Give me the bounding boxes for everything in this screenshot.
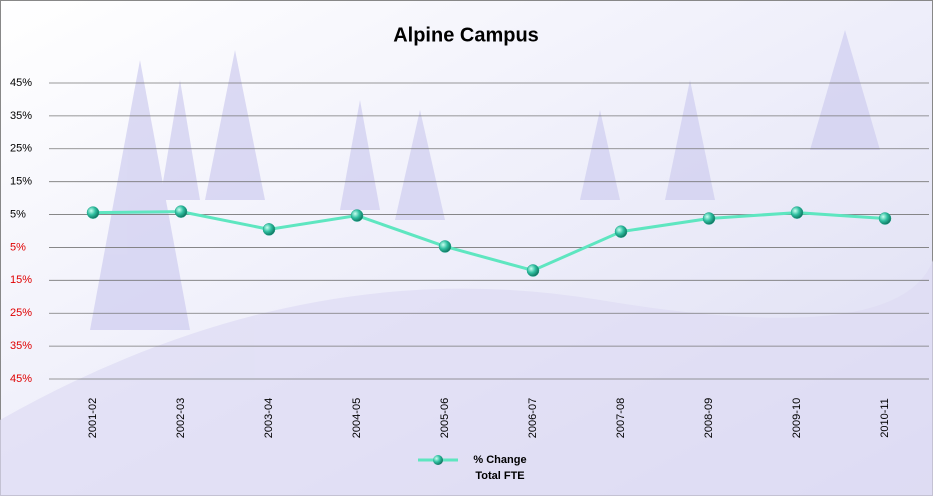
chart-container: Alpine Campus 45% 35% 25% 15% 5% 5% 15% 25% 35% 4… bbox=[0, 0, 933, 496]
chart: Alpine Campus 45% 35% 25% 15% 5% 5% 15% 25% 35% 4… bbox=[0, 0, 933, 496]
data-point bbox=[791, 207, 803, 219]
x-tick-label: 2009-10 bbox=[791, 398, 803, 438]
y-tick-label: 5% bbox=[10, 208, 26, 220]
data-point bbox=[879, 213, 891, 225]
y-tick-label: 45% bbox=[10, 77, 32, 89]
legend-label: % Change Total FTE bbox=[460, 452, 540, 484]
x-tick-label: 2006-07 bbox=[527, 398, 539, 438]
y-tick-label: 5% bbox=[10, 241, 26, 253]
y-tick-label: 25% bbox=[10, 307, 32, 319]
x-tick-label: 2010-11 bbox=[879, 398, 891, 438]
x-tick-label: 2005-06 bbox=[439, 398, 451, 438]
data-point bbox=[703, 213, 715, 225]
y-tick-label: 15% bbox=[10, 274, 32, 286]
y-tick-label: 25% bbox=[10, 143, 32, 155]
x-tick-label: 2001-02 bbox=[87, 398, 99, 438]
x-tick-label: 2002-03 bbox=[175, 398, 187, 438]
y-tick-label: 35% bbox=[10, 110, 32, 122]
y-tick-label: 45% bbox=[10, 373, 32, 385]
y-tick-label: 15% bbox=[10, 176, 32, 188]
data-point bbox=[527, 264, 539, 276]
x-tick-label: 2007-08 bbox=[615, 398, 627, 438]
x-tick-label: 2008-09 bbox=[703, 398, 715, 438]
data-point bbox=[175, 206, 187, 218]
x-tick-label: 2004-05 bbox=[351, 398, 363, 438]
y-tick-label: 35% bbox=[10, 340, 32, 352]
data-point bbox=[439, 240, 451, 252]
legend-swatch bbox=[416, 452, 460, 468]
data-point bbox=[87, 207, 99, 219]
data-point bbox=[263, 223, 275, 235]
x-tick-label: 2003-04 bbox=[263, 398, 275, 438]
chart-title: Alpine Campus bbox=[393, 24, 539, 46]
data-point bbox=[615, 226, 627, 238]
legend-marker bbox=[433, 455, 443, 465]
legend: % Change Total FTE bbox=[416, 452, 546, 484]
data-point bbox=[351, 210, 363, 222]
